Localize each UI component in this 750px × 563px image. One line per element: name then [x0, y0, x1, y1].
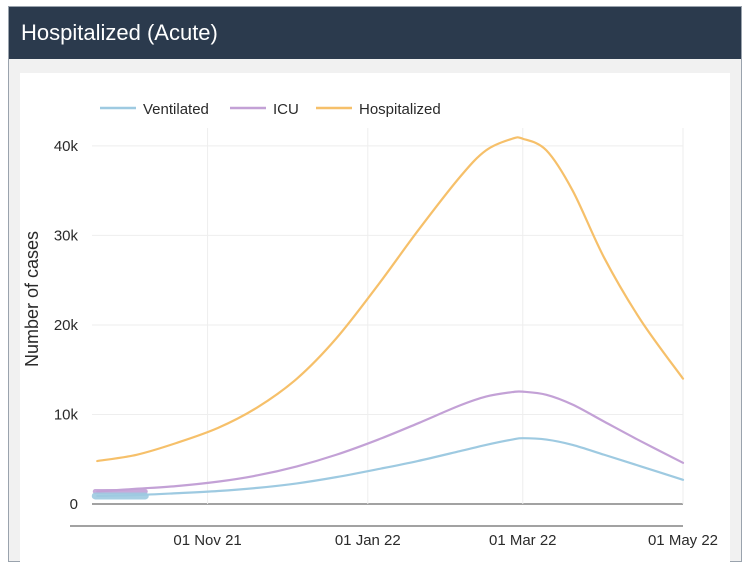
y-tick-label: 30k — [54, 227, 79, 244]
y-tick-label: 40k — [54, 138, 79, 155]
panel-title: Hospitalized (Acute) — [21, 20, 218, 46]
legend-item-ventilated[interactable]: Ventilated — [143, 101, 209, 118]
y-tick-label: 0 — [70, 496, 78, 513]
x-tick-label: 01 Nov 21 — [173, 532, 241, 549]
series-lines — [95, 137, 683, 496]
y-axis: 0 10k 20k 30k 40k — [54, 138, 79, 513]
y-tick-label: 20k — [54, 317, 79, 334]
grid-lines — [92, 128, 683, 504]
legend-item-hospitalized[interactable]: Hospitalized — [359, 101, 441, 118]
legend[interactable]: Ventilated ICU Hospitalized — [100, 101, 441, 118]
icu-series-line — [97, 391, 683, 491]
ventilated-series-line — [97, 438, 683, 496]
x-tick-label: 01 Jan 22 — [335, 532, 401, 549]
x-tick-label: 01 Mar 22 — [489, 532, 557, 549]
y-axis-label: Number of cases — [22, 231, 42, 367]
x-axis: 01 Nov 21 01 Jan 22 01 Mar 22 01 May 22 — [70, 526, 718, 549]
panel-header: Hospitalized (Acute) — [9, 7, 741, 59]
legend-item-icu[interactable]: ICU — [273, 101, 299, 118]
y-tick-label: 10k — [54, 406, 79, 423]
hospitalized-series-line — [97, 137, 683, 461]
chart-card: 01 Nov 21 01 Jan 22 01 Mar 22 01 May 22 0 10… — [20, 73, 730, 563]
x-tick-label: 01 May 22 — [648, 532, 718, 549]
line-chart[interactable]: 01 Nov 21 01 Jan 22 01 Mar 22 01 May 22 0 10… — [20, 73, 730, 563]
